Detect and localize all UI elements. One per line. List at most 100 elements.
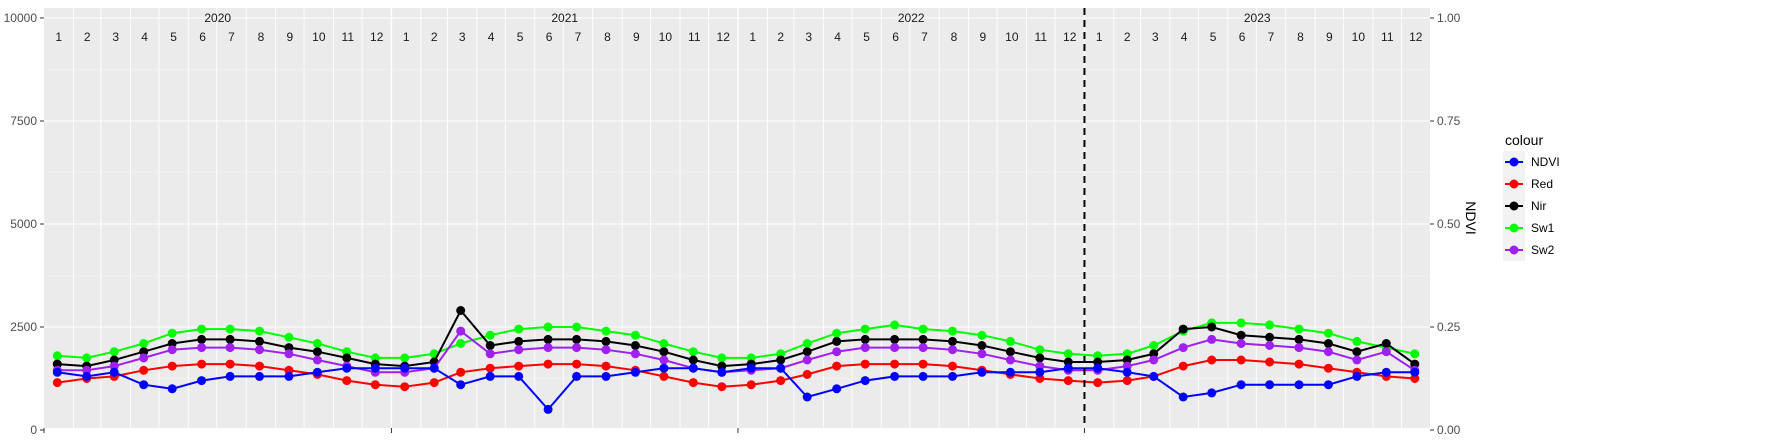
data-point-sw1 bbox=[342, 347, 352, 357]
data-point-nir bbox=[543, 334, 553, 344]
data-point-nir bbox=[284, 343, 294, 353]
strip-month-label: 8 bbox=[951, 30, 958, 44]
data-point-ndvi bbox=[1265, 380, 1275, 390]
data-point-red bbox=[1265, 357, 1275, 367]
strip-month-label: 2 bbox=[1124, 30, 1131, 44]
strip-month-label: 5 bbox=[170, 30, 177, 44]
data-point-nir bbox=[1178, 324, 1188, 334]
data-point-ndvi bbox=[312, 367, 322, 377]
data-point-sw1 bbox=[860, 324, 870, 334]
data-point-sw2 bbox=[312, 355, 322, 365]
strip-month-label: 12 bbox=[1409, 30, 1423, 44]
data-point-red bbox=[1122, 376, 1132, 386]
y-tick-label-left: 0 bbox=[30, 423, 37, 437]
data-point-ndvi bbox=[284, 371, 294, 381]
data-point-ndvi bbox=[1207, 388, 1217, 398]
strip-month-label: 2 bbox=[84, 30, 91, 44]
strip-month-label: 7 bbox=[575, 30, 582, 44]
data-point-nir bbox=[1294, 334, 1304, 344]
data-point-nir bbox=[1265, 332, 1275, 342]
data-point-sw1 bbox=[255, 326, 264, 336]
strip-month-label: 11 bbox=[688, 30, 701, 44]
series-sw1 bbox=[52, 318, 1420, 363]
legend-label: Nir bbox=[1531, 199, 1546, 213]
strip-month-label: 4 bbox=[834, 30, 841, 44]
data-series bbox=[52, 306, 1420, 414]
data-point-ndvi bbox=[370, 363, 380, 373]
data-point-sw1 bbox=[139, 339, 149, 348]
data-point-nir bbox=[977, 341, 987, 350]
strip-year-label: 2022 bbox=[898, 11, 925, 25]
strip-month-label: 1 bbox=[403, 30, 410, 44]
axes: 0 2500 5000 7500 10000 0.00 0.25 0.50 0.75 1.00 bbox=[4, 11, 1461, 437]
data-point-nir bbox=[1352, 347, 1362, 357]
data-point-sw1 bbox=[167, 328, 177, 338]
data-point-ndvi bbox=[1149, 371, 1159, 381]
data-point-red bbox=[1207, 355, 1217, 365]
data-point-sw1 bbox=[1093, 351, 1103, 361]
data-point-red bbox=[255, 361, 264, 371]
data-point-ndvi bbox=[1122, 367, 1132, 377]
data-point-red bbox=[860, 359, 870, 369]
data-point-ndvi bbox=[485, 371, 495, 381]
legend-label: Sw2 bbox=[1531, 243, 1555, 257]
data-point-sw2 bbox=[284, 349, 294, 359]
strip-month-label: 12 bbox=[1063, 30, 1077, 44]
y-tick-label-right: 1.00 bbox=[1437, 11, 1461, 25]
strip-month-label: 12 bbox=[717, 30, 731, 44]
strip-month-label: 6 bbox=[199, 30, 206, 44]
data-point-ndvi bbox=[82, 371, 92, 381]
data-point-sw1 bbox=[543, 322, 553, 332]
strip-month-label: 6 bbox=[546, 30, 553, 44]
data-point-nir bbox=[52, 359, 62, 369]
data-point-sw1 bbox=[456, 339, 466, 348]
data-point-ndvi bbox=[52, 367, 62, 377]
strip-month-label: 12 bbox=[370, 30, 384, 44]
data-point-ndvi bbox=[832, 384, 842, 394]
legend-key-point bbox=[1509, 179, 1519, 189]
data-point-red bbox=[572, 359, 582, 369]
data-point-sw2 bbox=[1122, 361, 1132, 371]
data-point-sw2 bbox=[601, 345, 611, 355]
strip-month-label: 10 bbox=[1005, 30, 1019, 44]
strip-month-label: 5 bbox=[1210, 30, 1217, 44]
data-point-nir bbox=[312, 347, 322, 357]
strip-month-label: 3 bbox=[1152, 30, 1159, 44]
y-tick-label-left: 7500 bbox=[10, 114, 37, 128]
data-point-ndvi bbox=[1410, 367, 1420, 377]
data-point-sw1 bbox=[776, 349, 786, 359]
data-point-red bbox=[1035, 374, 1045, 383]
series-line-red bbox=[57, 359, 1415, 388]
data-point-red bbox=[429, 378, 439, 388]
data-point-nir bbox=[1323, 339, 1333, 348]
data-point-sw1 bbox=[948, 326, 957, 336]
data-point-red bbox=[456, 367, 466, 377]
data-point-nir bbox=[225, 334, 235, 344]
data-point-ndvi bbox=[456, 380, 466, 390]
strip-month-label: 8 bbox=[258, 30, 265, 44]
data-point-nir bbox=[139, 347, 149, 357]
data-point-nir bbox=[890, 334, 900, 344]
data-point-sw1 bbox=[601, 326, 611, 336]
y-tick-label-left: 2500 bbox=[10, 320, 37, 334]
strip-month-label: 1 bbox=[749, 30, 756, 44]
data-point-sw1 bbox=[82, 353, 92, 363]
strip-month-label: 4 bbox=[488, 30, 495, 44]
data-point-sw1 bbox=[890, 320, 900, 330]
strip-month-label: 3 bbox=[112, 30, 119, 44]
data-point-red bbox=[370, 380, 380, 390]
legend-title: colour bbox=[1505, 132, 1543, 148]
data-point-sw2 bbox=[1381, 347, 1391, 357]
data-point-nir bbox=[1410, 359, 1420, 369]
strip-month-label: 1 bbox=[1096, 30, 1103, 44]
data-point-sw2 bbox=[543, 343, 553, 353]
data-point-sw1 bbox=[717, 353, 727, 363]
strip-month-label: 9 bbox=[287, 30, 294, 44]
data-point-ndvi bbox=[1352, 371, 1362, 381]
legend-key-point bbox=[1509, 245, 1519, 255]
data-point-sw1 bbox=[1323, 328, 1333, 338]
data-point-sw1 bbox=[832, 328, 842, 338]
data-point-sw2 bbox=[1265, 341, 1275, 350]
data-point-ndvi bbox=[1323, 380, 1333, 390]
y-tick-label-left: 10000 bbox=[4, 11, 38, 25]
